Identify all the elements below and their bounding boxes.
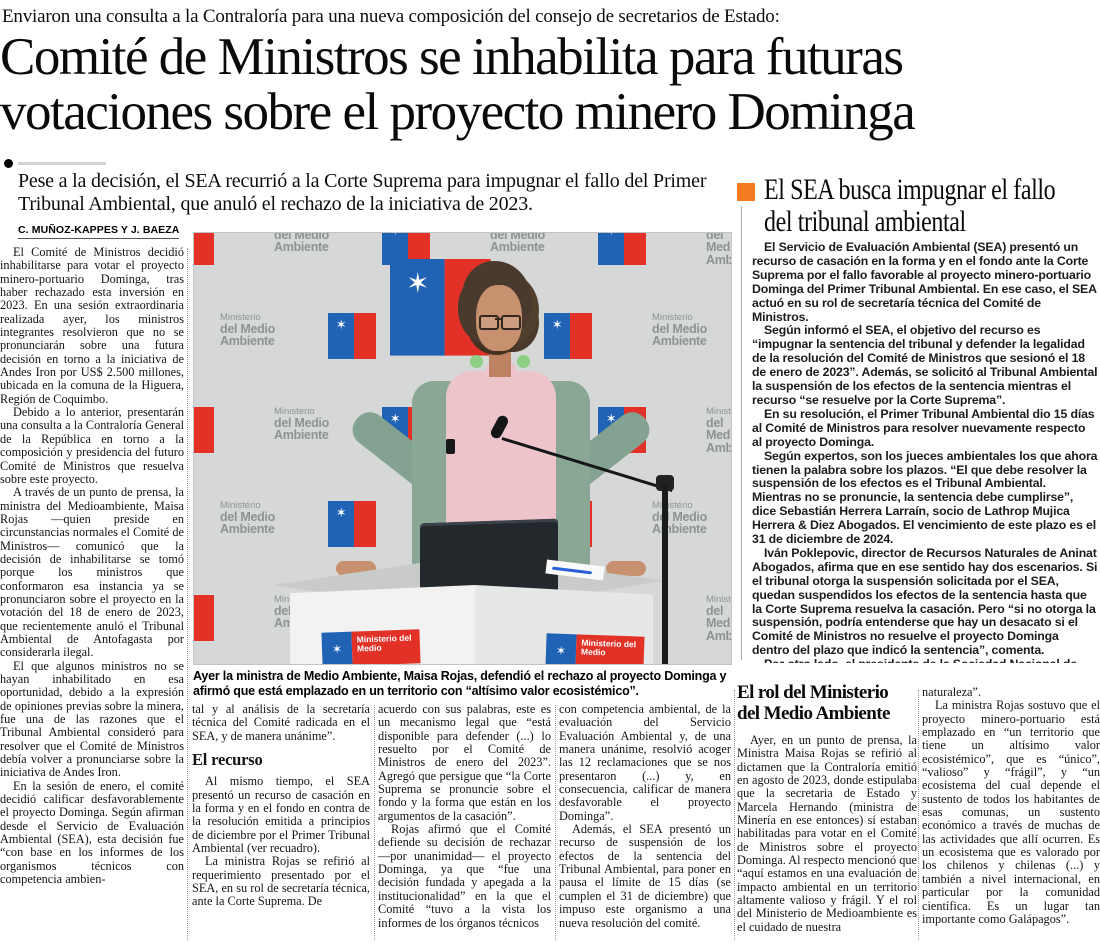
- earring: [470, 355, 483, 368]
- ministry-logo: ✶: [598, 233, 646, 265]
- bottom-column-a: Ayer, en un punto de prensa, la Ministra…: [737, 734, 917, 942]
- paragraph: El Comité de Ministros decidió inhabilit…: [0, 246, 184, 406]
- hand: [606, 561, 646, 576]
- sidebar-title: El SEA busca impugnar el fallo del tribu…: [764, 173, 1056, 238]
- paragraph: Según informó el SEA, el objetivo del re…: [752, 323, 1098, 407]
- paragraph: En la sesión de enero, el comité decidió…: [0, 778, 184, 887]
- podium-ministry-logo: ✶ Ministerio del Medio: [321, 629, 421, 664]
- deck: Pese a la decisión, el SEA recurrió a la…: [18, 170, 707, 216]
- paragraph: La ministra Rojas se refirió al requerim…: [192, 854, 370, 909]
- paragraph: con competencia ambiental, de la evaluac…: [559, 703, 731, 823]
- column-rule: [918, 690, 919, 940]
- article-column-4: con competencia ambiental, de la evaluac…: [559, 703, 731, 942]
- paragraph: Según expertos, son los jueces ambiental…: [752, 448, 1098, 547]
- paragraph: acuerdo con sus palabras, este es un mec…: [378, 703, 551, 823]
- photo-caption: Ayer la ministra de Medio Ambiente, Mais…: [193, 669, 727, 699]
- sidebar-body: El Servicio de Evaluación Ambiental (SEA…: [752, 241, 1098, 663]
- column-rule: [187, 248, 188, 940]
- logo-emblem-icon: ✶: [545, 633, 577, 664]
- ministry-logo: ✶: [328, 501, 376, 547]
- ministry-logo: ✶: [194, 233, 214, 265]
- neck: [489, 345, 511, 377]
- ministry-logo: ✶: [544, 313, 592, 359]
- lapel-microphone-icon: [446, 439, 455, 454]
- logo-emblem-icon: ✶: [321, 631, 353, 664]
- paragraph: Además, el SEA presentó un recurso de su…: [559, 822, 731, 930]
- kicker: Enviaron una consulta a la Contraloría p…: [2, 6, 780, 27]
- headline-line2: votaciones sobre el proyecto minero Domi…: [0, 82, 916, 141]
- ministry-logo: ✶: [328, 313, 376, 359]
- ministry-logo: ✶: [194, 407, 214, 453]
- logo-emblem-icon: ✶: [390, 259, 446, 356]
- divider-line: [18, 162, 106, 165]
- paragraph: A través de un punto de prensa, la minis…: [0, 485, 184, 660]
- paragraph: Al mismo tiempo, el SEA presentó un recu…: [192, 774, 370, 856]
- headline: Comité de Ministros se inhabilita para f…: [0, 30, 1100, 139]
- article-column-1: El Comité de Ministros decidió inhabilit…: [0, 246, 184, 942]
- bottom-column-b: naturaleza”. La ministra Rojas sostuvo qu…: [922, 686, 1100, 942]
- sidebar-accent-square-icon: [737, 183, 755, 201]
- column-rule: [555, 705, 556, 940]
- mic-stand-pole: [662, 483, 668, 664]
- headline-line1: Comité de Ministros se inhabilita para f…: [0, 28, 904, 86]
- section-subhead-el-recurso: El recurso: [192, 750, 263, 770]
- article-column-2: tal y al análisis de la secretaría técni…: [192, 703, 370, 942]
- section-subhead-rol-ministerio: El rol del Ministerio del Medio Ambiente: [737, 682, 890, 724]
- ministry-logo: ✶: [194, 595, 214, 641]
- paragraph: El que algunos ministros no se hayan inh…: [0, 658, 184, 780]
- byline: C. MUÑOZ-KAPPES Y J. BAEZA: [18, 224, 180, 239]
- column-rule: [374, 705, 375, 940]
- earring: [517, 355, 530, 368]
- paragraph: El Servicio de Evaluación Ambiental (SEA…: [752, 241, 1097, 324]
- paragraph: Rojas afirmó que el Comité defiende su d…: [378, 822, 551, 930]
- paragraph: Ayer, en un punto de prensa, la Ministra…: [737, 734, 917, 934]
- paragraph: La ministra Rojas sostuvo que el proyect…: [922, 698, 1100, 926]
- paragraph: En su resolución, el Primer Tribunal Amb…: [752, 406, 1095, 449]
- podium-ministry-logo: ✶ Ministerio del Medio: [545, 633, 645, 664]
- column-rule: [734, 690, 735, 940]
- article-column-3: acuerdo con sus palabras, este es un mec…: [378, 703, 551, 942]
- paragraph: Por otro lado, el presidente de la Socie…: [752, 657, 1098, 663]
- glasses-icon: [479, 315, 521, 330]
- paragraph: tal y al análisis de la secretaría técni…: [192, 703, 370, 743]
- bullet-icon: [4, 159, 13, 168]
- paragraph: Iván Poklepovic, director de Recursos Na…: [752, 545, 1098, 658]
- paragraph: Debido a lo anterior, presentarán una co…: [0, 405, 184, 486]
- sidebar-rule: [741, 206, 742, 660]
- paragraph: naturaleza”.: [922, 686, 982, 699]
